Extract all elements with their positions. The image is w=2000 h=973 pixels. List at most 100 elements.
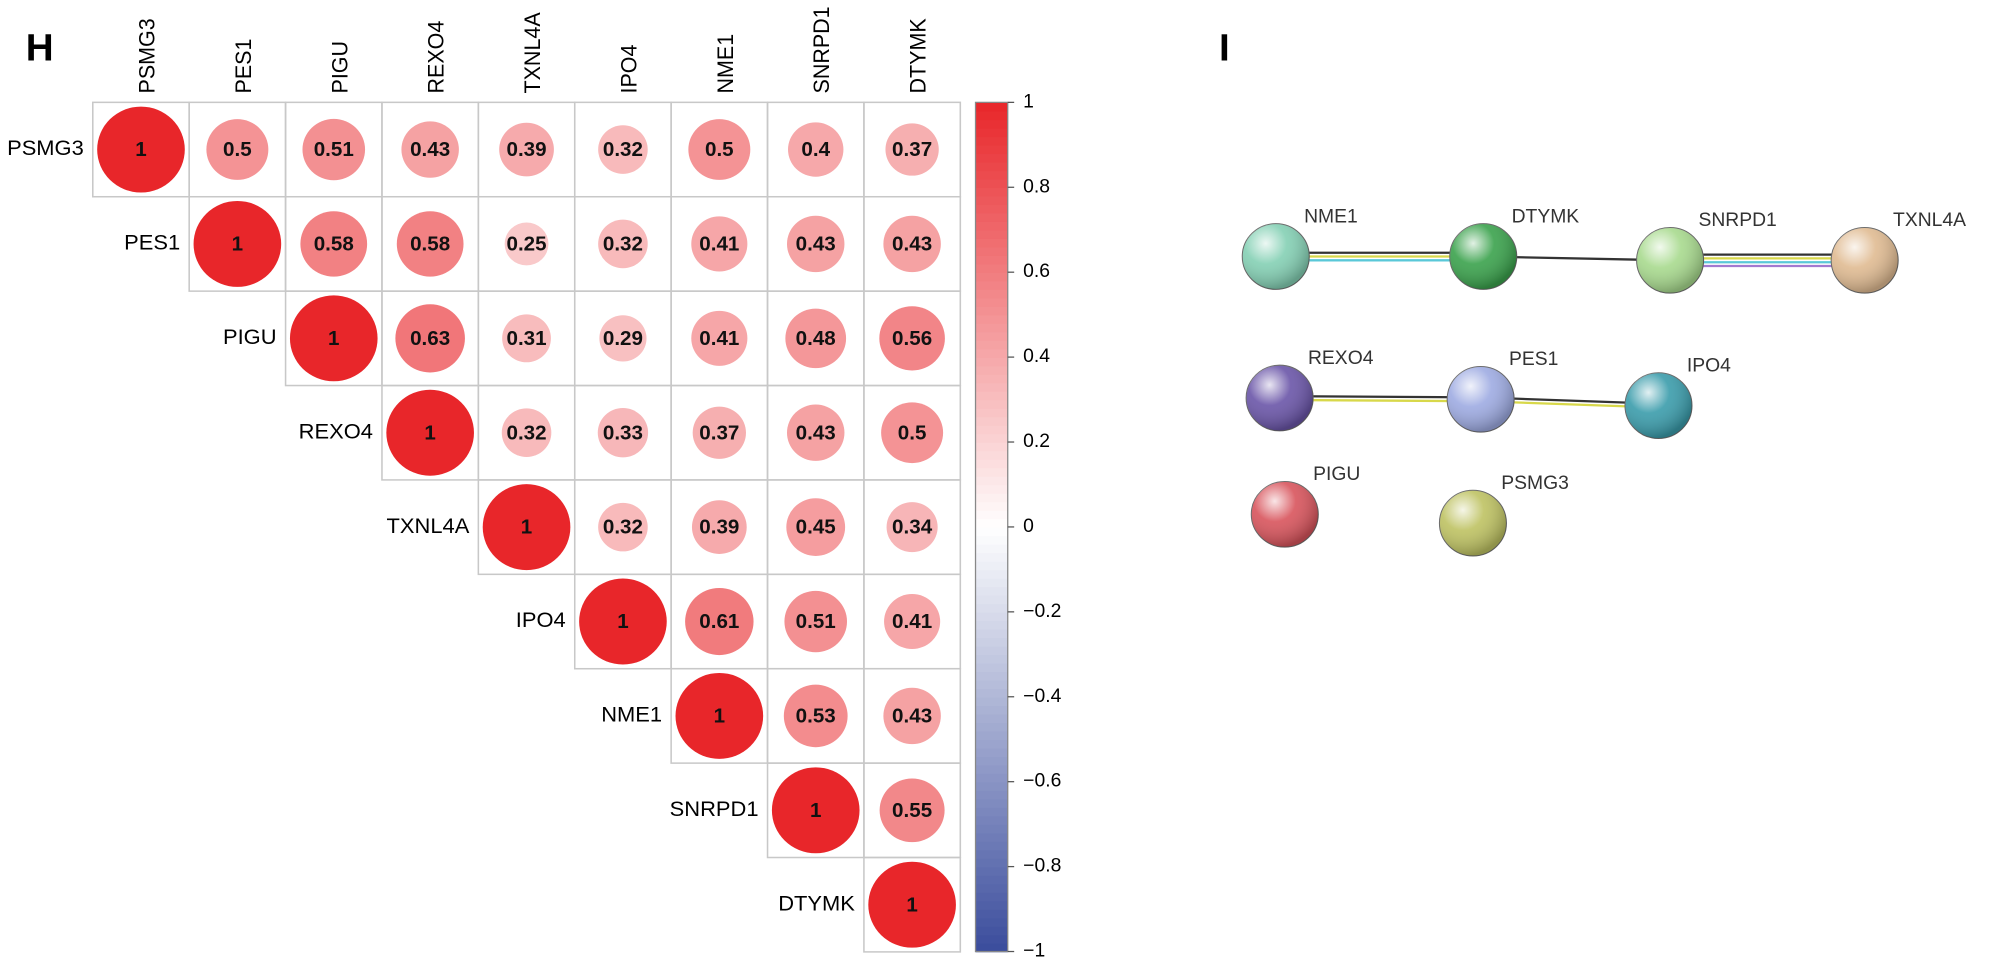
- row-label: PES1: [124, 230, 180, 255]
- colorbar-segment: [975, 306, 1008, 316]
- corr-label: 0.53: [796, 706, 836, 728]
- colorbar-segment: [975, 170, 1008, 180]
- colorbar-segment: [975, 289, 1008, 299]
- corr-label: 0.43: [892, 234, 932, 256]
- colorbar-segment: [975, 875, 1008, 885]
- colorbar-segment: [975, 866, 1008, 876]
- colorbar-segment: [975, 543, 1008, 554]
- colorbar-segment: [975, 331, 1008, 341]
- corr-label: 0.58: [314, 234, 354, 256]
- node-shine: [1251, 481, 1319, 548]
- colorbar-segment: [975, 790, 1008, 800]
- corr-circle: [386, 389, 474, 476]
- colorbar-segment: [975, 374, 1008, 384]
- node-label: PSMG3: [1501, 473, 1569, 494]
- colorbar-segment: [975, 127, 1008, 138]
- colorbar-segment: [975, 713, 1008, 724]
- corr-label: 0.41: [699, 234, 739, 256]
- corr-circle: [300, 211, 368, 277]
- colorbar-segment: [975, 739, 1008, 749]
- colorbar-segment: [975, 705, 1008, 715]
- colorbar-segment: [975, 280, 1008, 290]
- node-shine: [1439, 490, 1507, 556]
- colorbar-label: 0.8: [1023, 176, 1050, 197]
- colorbar-label: −0.6: [1023, 771, 1061, 792]
- corr-label: 0.61: [699, 611, 739, 633]
- colorbar-segment: [975, 110, 1008, 121]
- column-label: DTYMK: [905, 18, 930, 94]
- node-shine: [1242, 223, 1310, 290]
- colorbar-segment: [975, 136, 1008, 146]
- colorbar-segment: [975, 747, 1008, 757]
- corr-circle: [97, 106, 185, 193]
- colorbar-segment: [975, 798, 1008, 808]
- colorbar-segment: [975, 484, 1008, 494]
- colorbar-segment: [975, 773, 1008, 783]
- corr-circle: [395, 304, 465, 373]
- corr-circle: [598, 219, 648, 269]
- corr-circle: [206, 119, 269, 180]
- colorbar-label: 0.2: [1023, 431, 1050, 452]
- corr-label: 0.39: [506, 139, 546, 161]
- colorbar-segment: [975, 654, 1008, 664]
- corr-label: 0.5: [705, 139, 734, 161]
- corr-circle: [504, 222, 549, 266]
- corr-circle: [885, 123, 939, 176]
- corr-label: 0.34: [892, 517, 933, 539]
- colorbar-segment: [975, 297, 1008, 307]
- colorbar-segment: [975, 849, 1008, 859]
- corr-circle: [691, 500, 747, 554]
- panel-label: H: [26, 27, 54, 70]
- node-label: DTYMK: [1512, 207, 1580, 228]
- node-shine: [1831, 227, 1899, 294]
- corr-label: 0.33: [603, 423, 643, 445]
- corr-circle: [597, 408, 649, 458]
- colorbar-segment: [975, 246, 1008, 256]
- corr-circle: [786, 404, 845, 461]
- node-label: SNRPD1: [1698, 210, 1776, 231]
- node-label: TXNL4A: [1893, 210, 1966, 231]
- corr-circle: [499, 122, 554, 177]
- colorbar-segment: [975, 178, 1008, 189]
- colorbar-segment: [975, 781, 1008, 791]
- row-label: PSMG3: [7, 135, 84, 160]
- colorbar-segment: [975, 144, 1008, 155]
- corr-label: 0.37: [699, 423, 739, 445]
- row-label: TXNL4A: [387, 513, 470, 538]
- corr-circle: [502, 314, 551, 363]
- colorbar-segment: [975, 756, 1008, 766]
- node-label: NME1: [1304, 207, 1358, 228]
- corr-label: 0.5: [898, 423, 927, 445]
- row-label: DTYMK: [778, 891, 855, 916]
- colorbar-label: −0.8: [1023, 856, 1061, 877]
- corr-label: 0.32: [603, 234, 643, 256]
- corr-circle: [879, 306, 945, 371]
- corr-circle: [771, 767, 860, 854]
- corr-label: 1: [135, 139, 146, 161]
- corr-label: 1: [906, 894, 917, 916]
- corr-label: 1: [521, 517, 532, 539]
- colorbar-segment: [975, 909, 1008, 919]
- node-shine: [1625, 372, 1693, 439]
- node-label: PES1: [1509, 349, 1558, 370]
- colorbar-segment: [975, 552, 1008, 562]
- corr-circle: [785, 308, 847, 369]
- colorbar-segment: [975, 764, 1008, 774]
- corr-circle: [881, 402, 944, 464]
- colorbar-segment: [975, 815, 1008, 825]
- corr-label: 1: [810, 800, 821, 822]
- column-label: PIGU: [327, 41, 352, 94]
- row-label: SNRPD1: [670, 796, 759, 821]
- corr-label: 0.48: [796, 328, 836, 350]
- colorbar-segment: [975, 671, 1008, 681]
- colorbar-segment: [975, 679, 1008, 690]
- corr-label: 0.32: [506, 423, 546, 445]
- colorbar-label: 0: [1023, 516, 1034, 537]
- colorbar-segment: [975, 722, 1008, 732]
- colorbar-segment: [975, 459, 1008, 469]
- node-shine: [1449, 223, 1517, 290]
- corr-label: 0.31: [506, 328, 546, 350]
- colorbar-label: 0.4: [1023, 346, 1050, 367]
- corr-label: 0.45: [796, 517, 836, 539]
